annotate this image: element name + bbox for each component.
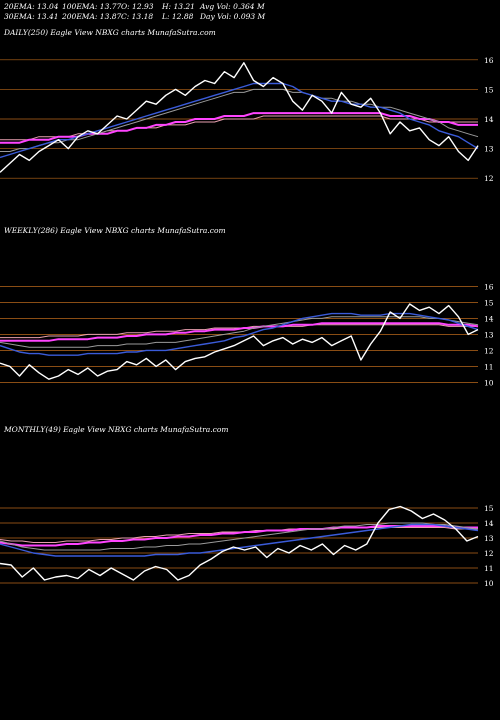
- ema100-line: [0, 525, 478, 547]
- ema30-line: [0, 522, 479, 551]
- y-tick-label: 14: [484, 314, 494, 323]
- low-readout: L: 12.88: [162, 12, 194, 21]
- panel-title: DAILY(250) Eagle View NBXG charts Munafa…: [3, 28, 216, 37]
- ema20-line: [0, 312, 479, 356]
- y-tick-label: 15: [484, 85, 494, 94]
- ema100-line: [0, 322, 479, 342]
- y-tick-label: 12: [484, 174, 494, 183]
- y-tick-label: 16: [484, 282, 494, 291]
- ema20-readout: 20EMA: 13.04: [4, 2, 59, 11]
- ema20-line: [0, 523, 479, 557]
- y-tick-label: 15: [484, 504, 494, 513]
- y-tick-label: 16: [484, 56, 494, 65]
- y-tick-label: 11: [484, 362, 494, 371]
- panel-title: WEEKLY(286) Eagle View NBXG charts Munaf…: [4, 226, 226, 235]
- close-readout: C: 13.18: [121, 12, 154, 21]
- ema200-line: [0, 115, 478, 141]
- y-tick-label: 14: [484, 519, 494, 528]
- y-tick-label: 11: [484, 564, 494, 573]
- y-tick-label: 12: [484, 346, 494, 355]
- price-line: [0, 62, 479, 173]
- y-tick-label: 12: [484, 549, 494, 558]
- ema200-line: [0, 527, 478, 543]
- day-volume-readout: Day Vol: 0.093 M: [200, 12, 266, 21]
- panel-title: MONTHLY(49) Eagle View NBXG charts Munaf…: [3, 425, 229, 434]
- price-line: [0, 303, 479, 380]
- ema100-readout: 100EMA: 13.77: [62, 2, 122, 11]
- open-readout: O: 12.93: [121, 2, 154, 11]
- ema30-readout: 30EMA: 13.41: [4, 12, 59, 21]
- y-tick-label: 10: [484, 378, 494, 387]
- y-tick-label: 15: [484, 298, 494, 307]
- y-tick-label: 13: [484, 534, 494, 543]
- high-readout: H: 13.21: [162, 2, 195, 11]
- y-tick-label: 13: [484, 145, 494, 154]
- price-line: [0, 505, 479, 581]
- y-tick-label: 10: [484, 579, 494, 588]
- y-tick-label: 14: [484, 115, 494, 124]
- y-tick-label: 13: [484, 330, 494, 339]
- avg-volume-readout: Avg Vol: 0.364 M: [200, 2, 265, 11]
- ema200-line: [0, 324, 478, 339]
- ema30-line: [0, 88, 479, 152]
- ema200-readout: 200EMA: 13.87: [62, 12, 122, 21]
- ema20-line: [0, 82, 479, 159]
